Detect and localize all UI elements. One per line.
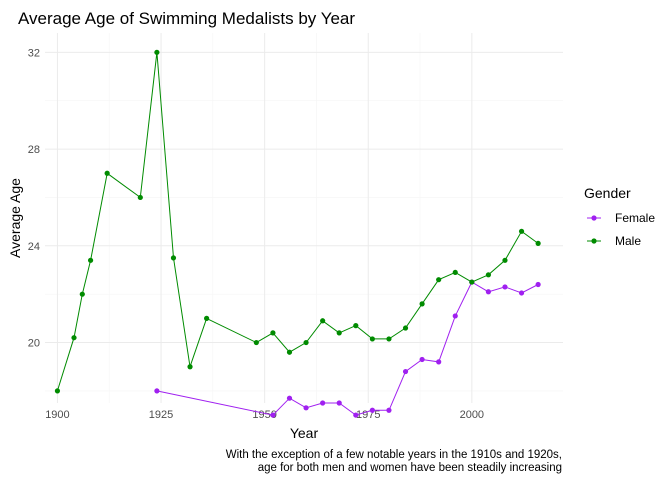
male-data-point xyxy=(452,269,458,276)
y-tick-label: 28 xyxy=(28,144,40,156)
legend-key-female-point xyxy=(591,215,597,221)
y-axis-title: Average Age xyxy=(7,178,23,258)
male-data-point xyxy=(54,388,61,394)
x-tick-label: 2000 xyxy=(460,409,484,421)
y-tick-label: 24 xyxy=(28,241,40,253)
x-axis-title: Year xyxy=(290,425,319,441)
female-data-point xyxy=(518,290,525,296)
caption-line-1: With the exception of a few notable year… xyxy=(226,449,562,461)
female-data-point xyxy=(535,281,541,288)
female-data-point xyxy=(369,407,375,413)
female-data-point xyxy=(502,284,508,290)
female-data-point xyxy=(436,359,442,365)
series-layer xyxy=(54,49,541,418)
female-data-point xyxy=(485,289,492,295)
male-data-point xyxy=(170,255,177,261)
legend-label-female: Female xyxy=(615,211,655,225)
x-tick-label: 1925 xyxy=(149,409,173,421)
male-data-point xyxy=(436,277,442,283)
male-data-point xyxy=(369,336,375,342)
legend-title: Gender xyxy=(584,185,631,201)
legend-key-male-point xyxy=(591,238,597,244)
male-data-point xyxy=(320,318,326,324)
female-data-point xyxy=(353,412,359,418)
grid xyxy=(45,33,563,403)
male-data-point xyxy=(270,330,276,336)
male-data-point xyxy=(87,257,94,263)
male-data-point xyxy=(485,272,492,278)
female-data-point xyxy=(303,405,309,411)
male-data-point xyxy=(336,330,342,336)
male-data-point xyxy=(303,339,309,346)
male-data-point xyxy=(419,301,425,307)
x-tick-label: 1975 xyxy=(356,409,380,421)
male-data-point xyxy=(253,339,259,346)
y-tick-label: 32 xyxy=(28,47,40,59)
male-data-point xyxy=(386,336,392,342)
male-data-point xyxy=(187,364,193,370)
legend-label-male: Male xyxy=(615,234,641,248)
y-tick-labels: 20 24 28 32 xyxy=(28,47,40,349)
y-tick-label: 20 xyxy=(28,338,40,350)
male-data-point xyxy=(154,49,160,55)
male-data-point xyxy=(502,257,508,263)
male-data-point xyxy=(79,291,85,297)
male-data-point xyxy=(535,240,541,246)
male-data-point xyxy=(204,315,210,321)
female-data-point xyxy=(320,400,326,406)
caption-line-2: age for both men and women have been ste… xyxy=(258,462,562,474)
female-data-point xyxy=(452,313,458,319)
male-data-point xyxy=(104,170,110,176)
female-series-line xyxy=(156,281,539,416)
female-data-point xyxy=(386,407,392,413)
male-data-point xyxy=(518,228,525,234)
male-data-point xyxy=(286,349,293,355)
female-data-point xyxy=(402,368,409,375)
male-data-point xyxy=(137,194,143,201)
female-data-point xyxy=(286,395,293,401)
female-data-point xyxy=(419,356,425,363)
x-tick-labels: 1900 1925 1950 1975 2000 xyxy=(45,409,484,421)
x-tick-label: 1900 xyxy=(45,409,69,421)
male-data-point xyxy=(402,325,409,331)
male-data-point xyxy=(469,279,475,285)
male-data-point xyxy=(353,323,359,329)
male-series-line xyxy=(56,52,539,392)
female-data-point xyxy=(154,388,160,394)
female-data-point xyxy=(270,412,276,418)
legend: Gender Female Male xyxy=(584,185,655,248)
female-data-point xyxy=(336,400,342,406)
chart-title: Average Age of Swimming Medalists by Yea… xyxy=(18,9,355,28)
male-data-point xyxy=(71,335,77,341)
